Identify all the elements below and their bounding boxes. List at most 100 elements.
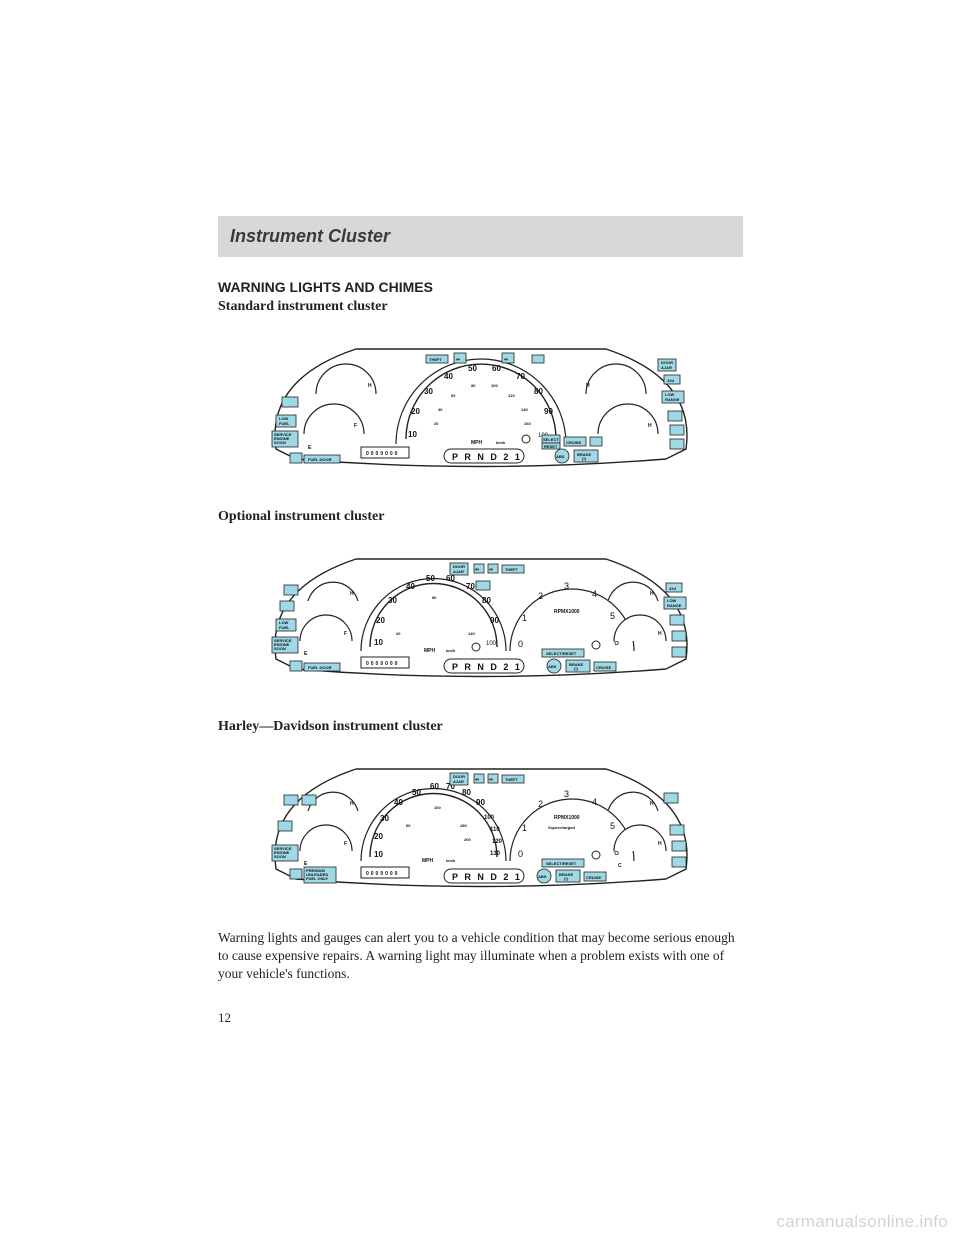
svg-text:RPMX1000: RPMX1000	[554, 815, 580, 821]
svg-text:50: 50	[468, 364, 477, 373]
svg-text:THEFT: THEFT	[505, 777, 518, 782]
harley-cluster-figure: 10 20 30 40 50 60 70 80 90 100 110 120 1…	[246, 749, 716, 899]
svg-text:SELECT/RESET: SELECT/RESET	[546, 861, 577, 866]
svg-text:120: 120	[508, 393, 515, 398]
svg-text:MPH: MPH	[422, 858, 434, 864]
svg-text:⇦: ⇦	[474, 567, 480, 573]
svg-text:80: 80	[534, 387, 543, 396]
svg-text:0000000: 0000000	[366, 871, 399, 877]
svg-text:4X4: 4X4	[669, 586, 677, 591]
svg-text:RANGE: RANGE	[665, 397, 680, 402]
svg-text:CRUISE: CRUISE	[586, 875, 601, 880]
page-number: 12	[218, 1010, 743, 1026]
svg-text:H: H	[648, 423, 652, 429]
odometer: 0000000	[366, 451, 399, 457]
svg-text:RANGE: RANGE	[667, 603, 682, 608]
svg-text:km/h: km/h	[446, 858, 456, 863]
svg-text:(!): (!)	[574, 666, 579, 671]
svg-text:⇦: ⇦	[455, 357, 461, 363]
svg-text:30: 30	[380, 814, 389, 823]
svg-text:60: 60	[492, 364, 501, 373]
standard-cluster-figure: 10 20 30 40 50 60 70 80 90 100 20 40 60 …	[246, 329, 716, 479]
svg-text:130: 130	[490, 851, 501, 857]
svg-text:H: H	[658, 631, 662, 637]
section-heading: WARNING LIGHTS AND CHIMES	[218, 279, 743, 295]
svg-text:2: 2	[538, 799, 543, 809]
svg-text:⇦: ⇦	[474, 777, 480, 783]
svg-text:ABS: ABS	[548, 664, 557, 669]
svg-text:100: 100	[434, 805, 441, 810]
svg-text:0000000: 0000000	[366, 661, 399, 667]
svg-text:0: 0	[518, 639, 523, 649]
svg-text:P R N D 2 1: P R N D 2 1	[452, 872, 522, 882]
svg-text:4: 4	[592, 589, 597, 599]
svg-text:H: H	[350, 591, 354, 597]
svg-text:SOON: SOON	[274, 646, 286, 651]
svg-text:40: 40	[444, 372, 453, 381]
svg-text:4X4: 4X4	[667, 378, 675, 383]
chapter-title: Instrument Cluster	[230, 226, 390, 246]
body-paragraph: Warning lights and gauges can alert you …	[218, 929, 743, 984]
svg-text:80: 80	[471, 383, 476, 388]
svg-text:2: 2	[538, 591, 543, 601]
svg-text:60: 60	[430, 782, 439, 791]
svg-text:FUEL: FUEL	[279, 625, 290, 630]
standard-cluster-label: Standard instrument cluster	[218, 299, 743, 315]
svg-text:160: 160	[524, 421, 531, 426]
svg-text:H: H	[650, 801, 654, 807]
svg-text:FUEL: FUEL	[279, 421, 290, 426]
svg-text:4: 4	[592, 797, 597, 807]
svg-text:60: 60	[451, 393, 456, 398]
svg-text:80: 80	[482, 596, 491, 605]
svg-text:FUEL ONLY: FUEL ONLY	[306, 876, 329, 881]
svg-text:20: 20	[434, 421, 439, 426]
svg-text:P R N D 2 1: P R N D 2 1	[452, 662, 522, 672]
svg-text:140: 140	[521, 407, 528, 412]
svg-text:km/h: km/h	[496, 440, 506, 445]
svg-text:(!): (!)	[582, 456, 587, 461]
rpm-label: RPMX1000	[554, 609, 580, 615]
svg-text:km/h: km/h	[446, 648, 456, 653]
svg-text:ABS: ABS	[538, 874, 547, 879]
svg-text:5: 5	[610, 611, 615, 621]
svg-text:CRUISE: CRUISE	[596, 665, 611, 670]
svg-text:100: 100	[486, 641, 497, 647]
svg-text:10: 10	[374, 850, 383, 859]
svg-text:1: 1	[522, 613, 527, 623]
svg-text:FUEL DOOR: FUEL DOOR	[308, 665, 332, 670]
svg-text:AJAR: AJAR	[453, 779, 464, 784]
svg-text:MPH: MPH	[424, 648, 436, 654]
harley-cluster-label: Harley—Davidson instrument cluster	[218, 719, 743, 735]
svg-text:SELECT/RESET: SELECT/RESET	[546, 651, 577, 656]
svg-text:AJAR: AJAR	[453, 569, 464, 574]
svg-text:50: 50	[426, 574, 435, 583]
svg-text:110: 110	[490, 827, 500, 833]
optional-cluster-label: Optional instrument cluster	[218, 509, 743, 525]
svg-text:80: 80	[462, 788, 471, 797]
svg-text:SOON: SOON	[274, 440, 286, 445]
svg-text:30: 30	[424, 387, 433, 396]
svg-text:100: 100	[491, 383, 498, 388]
svg-text:SELECT: SELECT	[543, 437, 559, 442]
supercharged-label: Supercharged	[548, 825, 575, 830]
svg-text:E: E	[304, 861, 308, 867]
svg-text:3: 3	[564, 789, 569, 799]
svg-text:10: 10	[408, 430, 417, 439]
svg-text:THEFT: THEFT	[429, 357, 442, 362]
svg-text:90: 90	[476, 798, 485, 807]
svg-text:60: 60	[406, 823, 411, 828]
svg-text:F: F	[354, 423, 357, 429]
svg-text:90: 90	[490, 616, 499, 625]
mph-label: MPH	[471, 440, 483, 446]
svg-text:40: 40	[394, 798, 403, 807]
watermark: carmanualsonline.info	[776, 1212, 948, 1232]
optional-cluster-figure: 10 20 30 40 50 60 70 80 90 100 20 80 140…	[246, 539, 716, 689]
svg-text:SOON: SOON	[274, 854, 286, 859]
svg-text:1: 1	[522, 823, 527, 833]
svg-text:20: 20	[411, 407, 420, 416]
svg-text:40: 40	[406, 582, 415, 591]
svg-text:H: H	[650, 591, 654, 597]
svg-text:AJAR: AJAR	[661, 365, 672, 370]
svg-text:3: 3	[564, 581, 569, 591]
svg-text:RESET: RESET	[544, 444, 558, 449]
